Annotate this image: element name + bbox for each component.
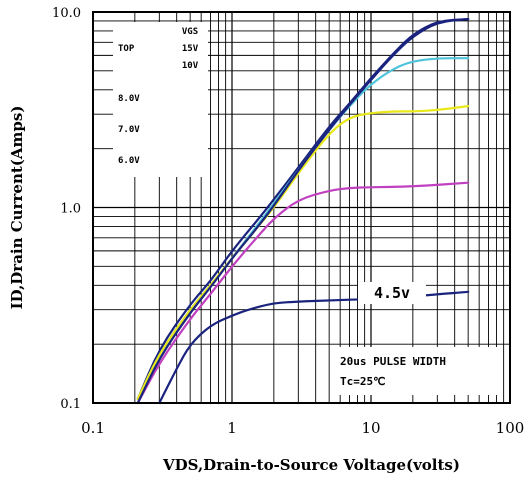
temperature-text: Tc=25℃ [340,375,385,388]
y-tick-label: 0.1 [60,397,81,412]
pulse-width-text: 20us PULSE WIDTH [340,355,446,368]
legend-entry: 7.0V [118,125,140,135]
x-tick-label: 0.1 [81,419,105,437]
series-layer [136,18,470,405]
y-tick-label: 1.0 [60,202,81,217]
plot-frame [92,11,511,404]
legend-entry: 10V [182,61,199,71]
x-tick-label: 1 [227,419,237,437]
series-label-4-5v: 4.5v [374,284,410,302]
legend-entry: 8.0V [118,94,140,104]
x-axis-label: VDS,Drain-to-Source Voltage(volts) [162,456,460,474]
annotation-layer: 4.5v 20us PULSE WIDTH Tc=25℃ [333,282,503,395]
series-label-box [358,282,426,304]
series-line-15v [136,18,470,400]
legend-top-label: TOP [118,44,135,54]
series-line-6-0v [136,18,470,405]
legend-entry: 15V [182,44,199,54]
tick-label-layer: 0.1 1 10 100 0.1 1.0 10.0 [52,6,524,437]
legend-panel [113,22,208,177]
y-axis-label: ID,Drain Current(Amps) [8,106,26,310]
series-line-7-0v [136,181,470,405]
pulse-info-box [333,347,503,395]
y-tick-label: 10.0 [52,6,81,21]
x-tick-label: 10 [361,419,380,437]
series-line-8-0v [136,105,470,400]
legend-header: VGS [182,27,198,37]
legend-box: VGS TOP 15V 10V 8.0V 7.0V 6.0V [113,22,208,177]
legend-entry: 6.0V [118,156,140,166]
x-tick-label: 100 [496,419,525,437]
